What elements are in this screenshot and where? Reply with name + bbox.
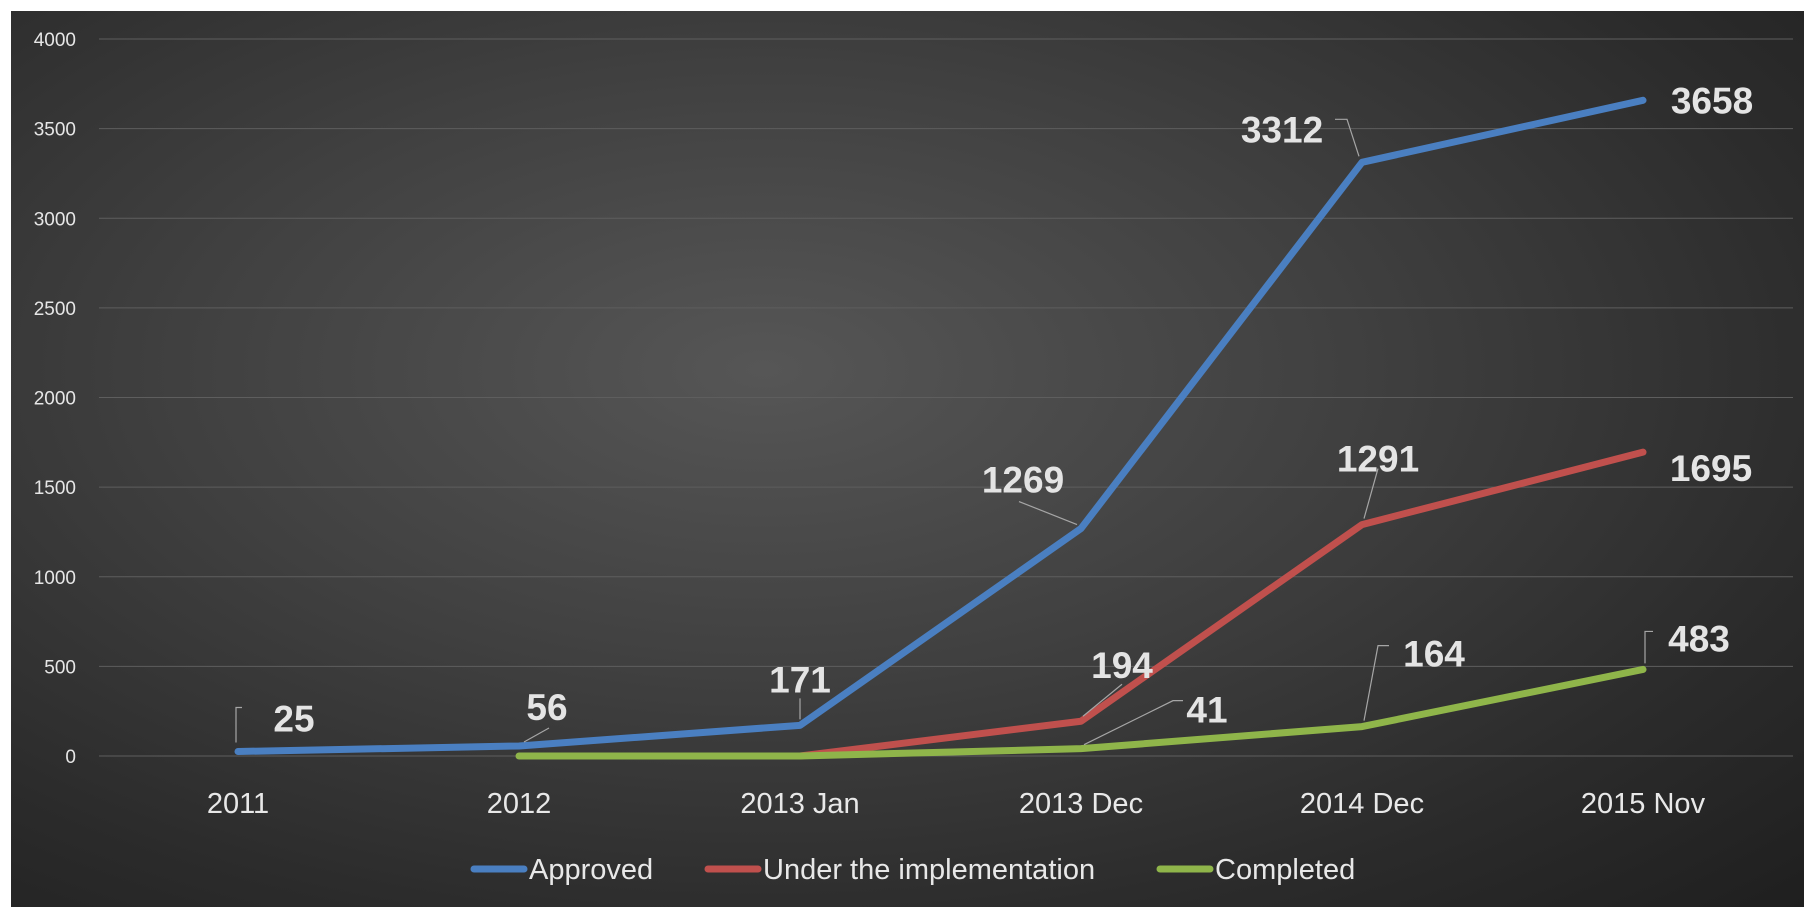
y-tick-label: 2000: [34, 389, 76, 410]
legend: Approved Under the implementation Complete…: [470, 854, 1355, 886]
x-tick-label: 2012: [487, 788, 552, 820]
y-tick-label: 1000: [34, 568, 76, 589]
series-line: [234, 96, 1647, 756]
label-leader-line: [1335, 118, 1360, 157]
data-label: 171: [769, 659, 831, 700]
y-tick-label: 3000: [34, 209, 76, 230]
y-tick-label: 4000: [34, 30, 76, 51]
legend-label: Approved: [529, 854, 653, 886]
data-labels: 25 56 171 1269 3312 3658 194 1291 1695 41 164 483: [273, 80, 1753, 739]
label-leader-line: [1083, 700, 1183, 746]
x-tick-label: 2014 Dec: [1300, 788, 1424, 820]
x-tick-label: 2011: [207, 788, 269, 820]
data-label: 1695: [1670, 448, 1752, 489]
data-label: 483: [1668, 618, 1730, 659]
y-axis: 0 500 1000 1500 2000 2500 3000 3500 4000: [34, 30, 76, 768]
label-leader-line: [235, 706, 242, 743]
y-tick-label: 500: [44, 657, 76, 678]
data-label: 164: [1403, 634, 1465, 675]
data-label: 3658: [1671, 80, 1753, 121]
y-tick-label: 2500: [34, 299, 76, 320]
x-tick-label: 2013 Dec: [1019, 788, 1143, 820]
data-label: 194: [1091, 645, 1153, 686]
x-tick-label: 2015 Nov: [1581, 788, 1706, 820]
series-line: [796, 448, 1647, 760]
x-tick-label: 2013 Jan: [740, 788, 859, 820]
series-lines: [234, 96, 1647, 760]
label-leader-line: [1363, 468, 1379, 519]
y-tick-label: 1500: [34, 478, 76, 499]
label-leader-line: [1644, 630, 1653, 664]
label-leader-line: [1018, 500, 1078, 526]
label-leaders: [235, 118, 1653, 746]
label-leader-line: [1082, 683, 1123, 717]
chart-area: 0 500 1000 1500 2000 2500 3000 3500 4000 2011 201…: [11, 11, 1804, 907]
series-line: [515, 665, 1647, 760]
legend-label: Under the implementation: [763, 854, 1095, 886]
y-tick-label: 3500: [34, 120, 76, 141]
data-label: 1269: [982, 460, 1064, 501]
data-label: 1291: [1337, 439, 1419, 480]
label-leader-line: [1363, 645, 1389, 721]
data-label: 3312: [1241, 109, 1323, 150]
legend-label: Completed: [1215, 854, 1355, 886]
data-label: 41: [1186, 690, 1227, 731]
data-label: 25: [273, 699, 314, 740]
x-axis: 2011 2012 2013 Jan 2013 Dec 2014 Dec 2015 Nov: [207, 788, 1706, 820]
y-tick-label: 0: [65, 747, 76, 768]
gridlines: [99, 38, 1793, 757]
label-leader-line: [523, 727, 550, 743]
data-label: 56: [526, 687, 567, 728]
